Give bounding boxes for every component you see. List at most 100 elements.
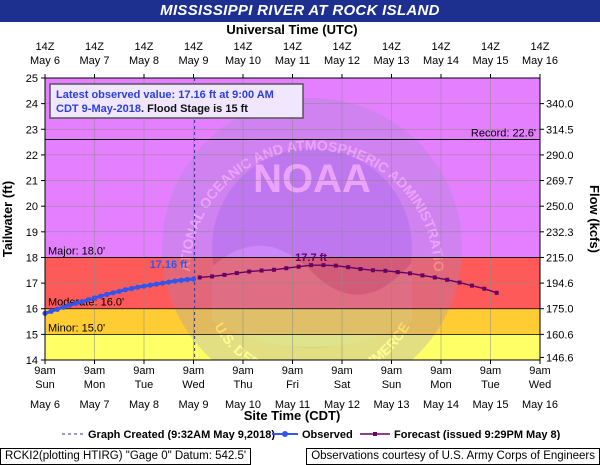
bottom-tick-day: Sun [35, 379, 55, 391]
forecast-point [346, 265, 351, 270]
y2-tick-label: 194.6 [546, 278, 574, 290]
observed-point [48, 308, 54, 314]
top-tick-hour: 14Z [481, 41, 500, 53]
top-tick-date: May 13 [373, 55, 409, 67]
legend: Graph Created (9:32AM May 9,2018) Observ… [62, 429, 561, 440]
top-tick-date: May 12 [324, 55, 360, 67]
y-tick-label: 24 [26, 99, 38, 111]
y-tick-label: 25 [26, 73, 38, 85]
observed-point [54, 306, 60, 312]
top-tick-date: May 8 [129, 55, 159, 67]
annotation-label: 17.7 ft [295, 252, 327, 264]
top-axis-title: Universal Time (UTC) [226, 22, 357, 37]
forecast-point [210, 274, 215, 279]
bottom-tick-date: May 9 [179, 399, 209, 411]
top-tick-date: May 16 [522, 55, 558, 67]
bottom-tick-time: 9am [34, 365, 55, 377]
forecast-point [469, 283, 474, 288]
top-tick-hour: 14Z [432, 41, 451, 53]
y2-tick-label: 269.7 [546, 176, 574, 188]
y2-tick-label: 290.0 [546, 150, 574, 162]
info-box: Latest observed value: 17.16 ft at 9:00 … [49, 83, 304, 119]
observed-point [79, 298, 85, 305]
forecast-point [432, 275, 437, 280]
hydrograph-chart: Universal Time (UTC) 14Z May 6 14Z May 7 14Z… [0, 22, 600, 440]
observed-point [110, 290, 116, 296]
forecast-point [358, 266, 363, 271]
top-tick-hour: 14Z [333, 41, 352, 53]
legend-observed-label: Observed [302, 429, 353, 440]
forecast-point [197, 275, 202, 280]
y2-tick-label: 340.0 [546, 99, 574, 111]
observed-point [122, 287, 129, 293]
forecast-point [408, 271, 413, 276]
bottom-tick-date: May 6 [30, 399, 60, 411]
bottom-tick-day: Sun [382, 379, 402, 391]
observed-point [190, 276, 197, 282]
forecast-point [284, 266, 289, 271]
top-tick-date: May 7 [80, 55, 110, 67]
info-box-frame [49, 83, 304, 119]
top-tick-date: May 14 [423, 55, 459, 67]
top-tick-hour: 14Z [531, 41, 550, 53]
observed-point [116, 288, 122, 294]
threshold-label: Major: 18.0' [48, 245, 105, 257]
info-box-line1: Latest observed value: 17.16 ft at 9:00 … [56, 89, 274, 101]
bottom-tick-date: May 11 [275, 399, 310, 411]
bottom-tick-day: Tue [135, 379, 154, 391]
bottom-tick-time: 9am [331, 365, 352, 377]
y2-tick-label: 146.6 [546, 352, 574, 364]
observed-point [153, 281, 159, 287]
observed-point [141, 283, 147, 289]
observed-point [159, 280, 166, 286]
watermark-noaa-text: NOAA [253, 157, 371, 201]
observed-point [85, 297, 91, 303]
forecast-point [494, 290, 499, 295]
bottom-tick-date: May 12 [324, 399, 360, 411]
observed-series [42, 276, 197, 316]
bottom-tick-day: Mon [430, 379, 451, 391]
y2-tick-label: 232.3 [546, 227, 574, 239]
y2-tick-label: 160.6 [546, 329, 574, 341]
bottom-tick-day: Tue [481, 379, 500, 391]
footer-datum: RCKI2(plotting HTIRG) "Gage 0" Datum: 54… [0, 448, 252, 465]
y-tick-label: 18 [26, 252, 38, 264]
y-tick-label: 15 [26, 329, 38, 341]
forecast-point [296, 264, 301, 269]
threshold-label: Minor: 15.0' [48, 322, 105, 334]
y-tick-label: 22 [26, 150, 38, 162]
forecast-point [222, 272, 227, 277]
y2-tick-label: 175.0 [546, 304, 574, 316]
legend-observed-marker [282, 431, 288, 437]
observed-point [129, 285, 135, 292]
bottom-tick-date: May 10 [225, 399, 261, 411]
y-tick-label: 23 [26, 124, 38, 136]
y2-tick-label: 215.0 [546, 252, 574, 264]
y2-axis-title: Flow (kcfs) [587, 185, 600, 253]
forecast-point [271, 267, 276, 272]
bottom-tick-date: May 7 [80, 399, 110, 411]
top-tick-hour: 14Z [184, 41, 203, 53]
bottom-tick-time: 9am [480, 365, 501, 377]
top-tick-date: May 6 [30, 55, 60, 67]
observed-point [67, 302, 73, 308]
forecast-point [383, 268, 388, 273]
forecast-point [321, 263, 326, 268]
top-tick-date: May 9 [179, 55, 209, 67]
y2-tick-label: 314.5 [546, 124, 574, 136]
y-tick-label: 20 [26, 201, 38, 213]
y-tick-label: 17 [26, 278, 38, 290]
observed-point [184, 276, 190, 283]
footer: RCKI2(plotting HTIRG) "Gage 0" Datum: 54… [0, 448, 600, 465]
y-tick-label: 21 [26, 176, 38, 188]
top-tick-hour: 14Z [382, 41, 401, 53]
observed-point [60, 304, 67, 310]
legend-forecast-label: Forecast (issued 9:29PM May 8) [394, 429, 561, 440]
top-tick-date: May 10 [225, 55, 261, 67]
bottom-tick-day: Thu [234, 379, 253, 391]
observed-point [135, 284, 141, 290]
top-tick-hour: 14Z [36, 41, 55, 53]
forecast-point [234, 271, 239, 276]
footer-credit: Observations courtesy of U.S. Army Corps… [306, 448, 600, 465]
top-tick-date: May 11 [275, 55, 310, 67]
